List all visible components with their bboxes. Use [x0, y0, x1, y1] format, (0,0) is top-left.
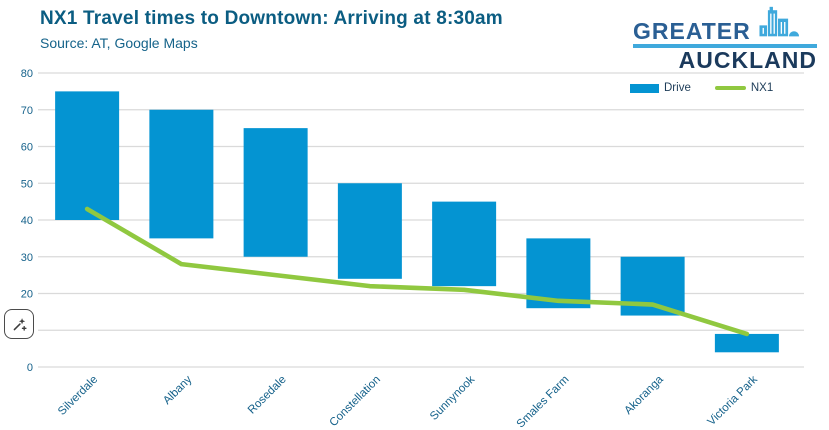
y-tick-label: 60	[21, 142, 33, 154]
greater-auckland-logo: GREATER AUCKLAND	[633, 6, 817, 73]
logo-text-greater: GREATER	[633, 18, 751, 44]
page-title: NX1 Travel times to Downtown: Arriving a…	[40, 8, 503, 29]
x-tick-label: Silverdale	[56, 374, 100, 418]
nx1-legend-label: NX1	[750, 82, 774, 94]
x-tick-label: Sunnynook	[428, 373, 477, 422]
logo-text-auckland: AUCKLAND	[678, 46, 817, 73]
y-tick-label: 50	[21, 178, 33, 190]
drive-bar-constellation	[337, 183, 402, 279]
ai-sparkle-button[interactable]	[4, 309, 34, 339]
city-buildings-icon	[756, 6, 800, 43]
x-tick-label: Smales Farm	[515, 374, 572, 430]
drive-legend-swatch	[630, 83, 659, 93]
drive-bar-silverdale	[55, 91, 120, 220]
x-tick-label: Constellation	[327, 374, 382, 429]
y-tick-label: 40	[21, 215, 33, 227]
x-tick-label: Akoranga	[622, 373, 666, 417]
x-tick-label: Rosedale	[246, 374, 289, 417]
legend: Drive NX1	[630, 82, 773, 94]
drive-legend-label: Drive	[664, 82, 691, 94]
drive-bar-albany	[149, 109, 214, 239]
drive-bar-sunnynook	[432, 201, 497, 287]
drive-bar-rosedale	[243, 128, 308, 257]
nx1-line	[84, 206, 750, 337]
y-tick-label: 20	[21, 289, 33, 301]
nx1-legend-swatch	[714, 86, 746, 90]
sparkle-pen-icon	[13, 317, 27, 331]
y-tick-label: 30	[21, 252, 33, 264]
y-tick-label: 0	[27, 362, 33, 374]
drive-bar-victoria-park	[714, 333, 779, 353]
y-tick-label: 80	[21, 68, 33, 80]
y-tick-label: 70	[21, 105, 33, 117]
legend-item-nx1: NX1	[714, 82, 774, 94]
x-tick-label: Victoria Park	[706, 373, 761, 428]
x-tick-label: Albany	[161, 373, 195, 407]
source-caption: Source: AT, Google Maps	[40, 35, 198, 51]
logo-underline	[633, 44, 817, 48]
legend-item-drive: Drive	[630, 82, 691, 94]
